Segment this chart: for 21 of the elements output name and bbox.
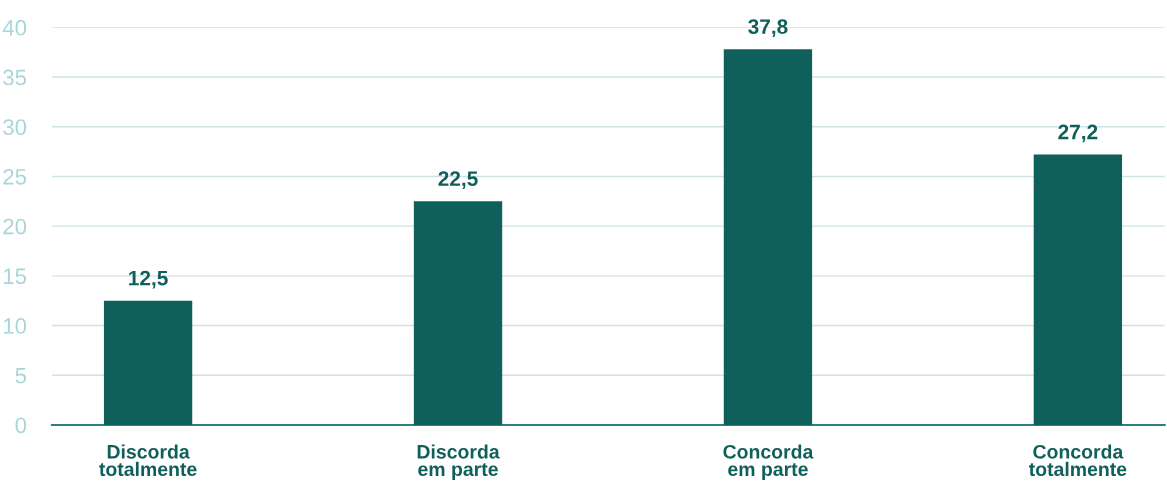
x-tick-label: Concorda totalmente: [1028, 444, 1127, 477]
x-tick-label: Concorda em parte: [723, 444, 814, 480]
x-tick-label: Discorda em parte: [417, 444, 500, 480]
y-tick-label: 10: [3, 318, 27, 334]
y-tick-label: 25: [3, 168, 27, 185]
y-tick-label: 30: [3, 119, 27, 136]
y-tick-label: 20: [3, 218, 27, 235]
data-label: 27,2: [1058, 124, 1098, 143]
y-tick-label: 40: [2, 19, 27, 36]
y-tick-label: 5: [15, 368, 27, 384]
data-label: 37,8: [748, 19, 788, 37]
data-label: 22,5: [438, 171, 478, 190]
y-tick-label: 15: [3, 268, 27, 285]
y-tick-label: 0: [15, 417, 27, 434]
x-tick-label: Discorda totalmente: [99, 444, 197, 477]
bar: [413, 201, 503, 425]
y-tick-label: 35: [3, 69, 27, 86]
bar: [723, 49, 813, 425]
bar: [1033, 154, 1123, 425]
data-label: 12,5: [129, 270, 168, 289]
bar: [103, 300, 193, 425]
